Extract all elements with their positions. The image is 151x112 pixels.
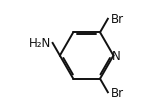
- Text: N: N: [112, 50, 121, 62]
- Text: H₂N: H₂N: [29, 37, 51, 49]
- Text: Br: Br: [111, 13, 124, 26]
- Text: Br: Br: [111, 86, 124, 99]
